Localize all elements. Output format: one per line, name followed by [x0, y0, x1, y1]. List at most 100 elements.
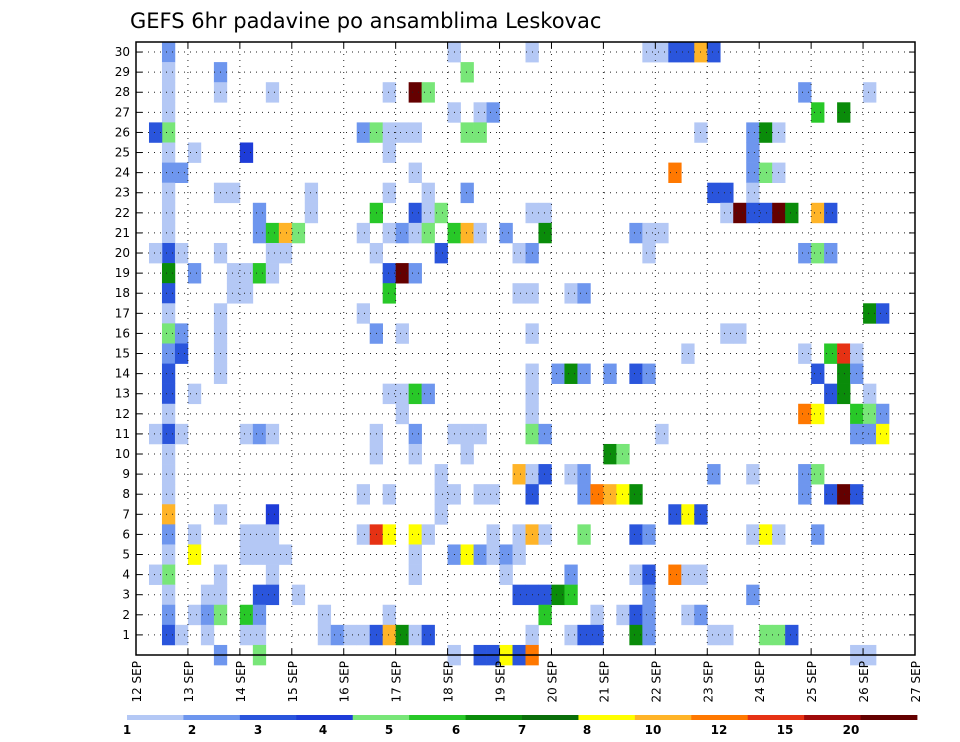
- heatmap-cell: [174, 323, 189, 344]
- heatmap-cell: [629, 484, 643, 505]
- colorbar-segment: [634, 715, 692, 720]
- heatmap-cell: [876, 303, 890, 324]
- heatmap-cell: [486, 544, 500, 565]
- heatmap-cell: [759, 162, 773, 183]
- colorbar-label: 15: [777, 723, 794, 737]
- heatmap-cell: [564, 464, 578, 485]
- heatmap-cell: [161, 403, 176, 425]
- heatmap-cell: [668, 42, 682, 63]
- heatmap-cell: [356, 524, 370, 545]
- heatmap-cell: [473, 544, 487, 565]
- heatmap-cell: [252, 202, 267, 224]
- heatmap-cell: [187, 544, 202, 565]
- heatmap-cell: [798, 484, 812, 505]
- y-tick-label: 26: [115, 125, 130, 139]
- x-tick-label: 17 SEP: [390, 661, 404, 703]
- colorbar-label: 3: [254, 723, 262, 737]
- heatmap-cell: [317, 604, 332, 626]
- heatmap-cell: [239, 524, 254, 545]
- heatmap-cell: [473, 122, 487, 143]
- heatmap-cell: [434, 464, 448, 485]
- heatmap-cell: [174, 162, 189, 183]
- colorbar-segment: [409, 715, 466, 720]
- y-tick-label: 27: [115, 105, 130, 119]
- y-tick-label: 1: [122, 628, 130, 642]
- y-tick-label: 3: [122, 588, 130, 602]
- heatmap-cell: [278, 544, 293, 565]
- heatmap-cell: [577, 624, 591, 646]
- heatmap-cell: [408, 443, 422, 465]
- heatmap-cell: [187, 142, 202, 163]
- heatmap-cell: [408, 564, 422, 585]
- heatmap-cell: [252, 263, 267, 284]
- heatmap-cell: [798, 343, 812, 364]
- heatmap-cell: [538, 222, 552, 244]
- heatmap-cell: [811, 202, 825, 224]
- heatmap-cell: [408, 624, 422, 646]
- heatmap-cell: [395, 383, 409, 405]
- heatmap-cell: [681, 604, 695, 626]
- heatmap-cell: [837, 484, 851, 505]
- heatmap-cell: [239, 142, 254, 163]
- y-tick-label: 20: [115, 246, 130, 260]
- plot-frame: [135, 41, 916, 656]
- heatmap-cell: [421, 82, 435, 103]
- heatmap-cell: [577, 363, 591, 384]
- heatmap-cell: [746, 182, 760, 204]
- heatmap-cell: [629, 564, 643, 585]
- heatmap-cell: [707, 182, 721, 204]
- heatmap-cell: [538, 423, 552, 445]
- y-tick-label: 16: [115, 326, 130, 340]
- heatmap-cell: [382, 604, 396, 626]
- heatmap-cell: [720, 323, 734, 344]
- heatmap-cell: [473, 222, 487, 244]
- heatmap-cell: [421, 383, 435, 405]
- heatmap-cell: [460, 423, 474, 445]
- heatmap-cell: [759, 122, 773, 143]
- x-tick-label: 23 SEP: [701, 661, 715, 703]
- colorbar-label: 6: [452, 723, 460, 737]
- heatmap-cell: [161, 443, 176, 465]
- heatmap-cell: [876, 403, 890, 425]
- heatmap-cell: [356, 222, 370, 244]
- x-tick-label: 20 SEP: [545, 661, 559, 703]
- x-tick-label: 15 SEP: [286, 661, 300, 703]
- colorbar-segment: [127, 715, 184, 720]
- heatmap-cell: [187, 604, 202, 626]
- colorbar-segment: [465, 715, 523, 720]
- heatmap-cell: [265, 423, 280, 445]
- heatmap-cell: [265, 82, 280, 103]
- heatmap-cell: [512, 464, 526, 485]
- heatmap-cell: [811, 403, 825, 425]
- heatmap-cell: [265, 263, 280, 284]
- heatmap-cell: [824, 242, 838, 264]
- colorbar-label: 4: [319, 723, 327, 737]
- heatmap-cell: [577, 283, 591, 304]
- heatmap-cell: [681, 564, 695, 585]
- x-axis: 12 SEP 13 SEP 14 SEP 15 SEP 16 SEP 17 SEP 18 S…: [130, 42, 923, 703]
- heatmap-cell: [837, 102, 851, 123]
- heatmap-cell: [161, 464, 176, 485]
- heatmap-cell: [863, 82, 877, 103]
- heatmap-cell: [161, 584, 176, 606]
- heatmap-cell: [161, 242, 176, 264]
- heatmap-cell: [408, 524, 422, 545]
- heatmap-cell: [655, 423, 669, 445]
- heatmap-cell: [356, 624, 370, 646]
- heatmap-cell: [161, 263, 176, 284]
- heatmap-cell: [408, 202, 422, 224]
- heatmap-cell: [629, 222, 643, 244]
- heatmap-cell: [174, 343, 189, 364]
- heatmap-cell: [616, 604, 630, 626]
- heatmap-cell: [161, 162, 176, 183]
- heatmap-cell: [421, 524, 435, 545]
- y-tick-label: 17: [115, 306, 130, 320]
- heatmap-cell: [629, 363, 643, 384]
- heatmap-cell: [161, 343, 176, 364]
- heatmap-cell: [161, 383, 176, 405]
- heatmap-cell: [733, 202, 747, 224]
- heatmap-cell: [421, 624, 435, 646]
- heatmap-cell: [512, 242, 526, 264]
- heatmap-cell: [564, 283, 578, 304]
- heatmap-cell: [226, 283, 241, 304]
